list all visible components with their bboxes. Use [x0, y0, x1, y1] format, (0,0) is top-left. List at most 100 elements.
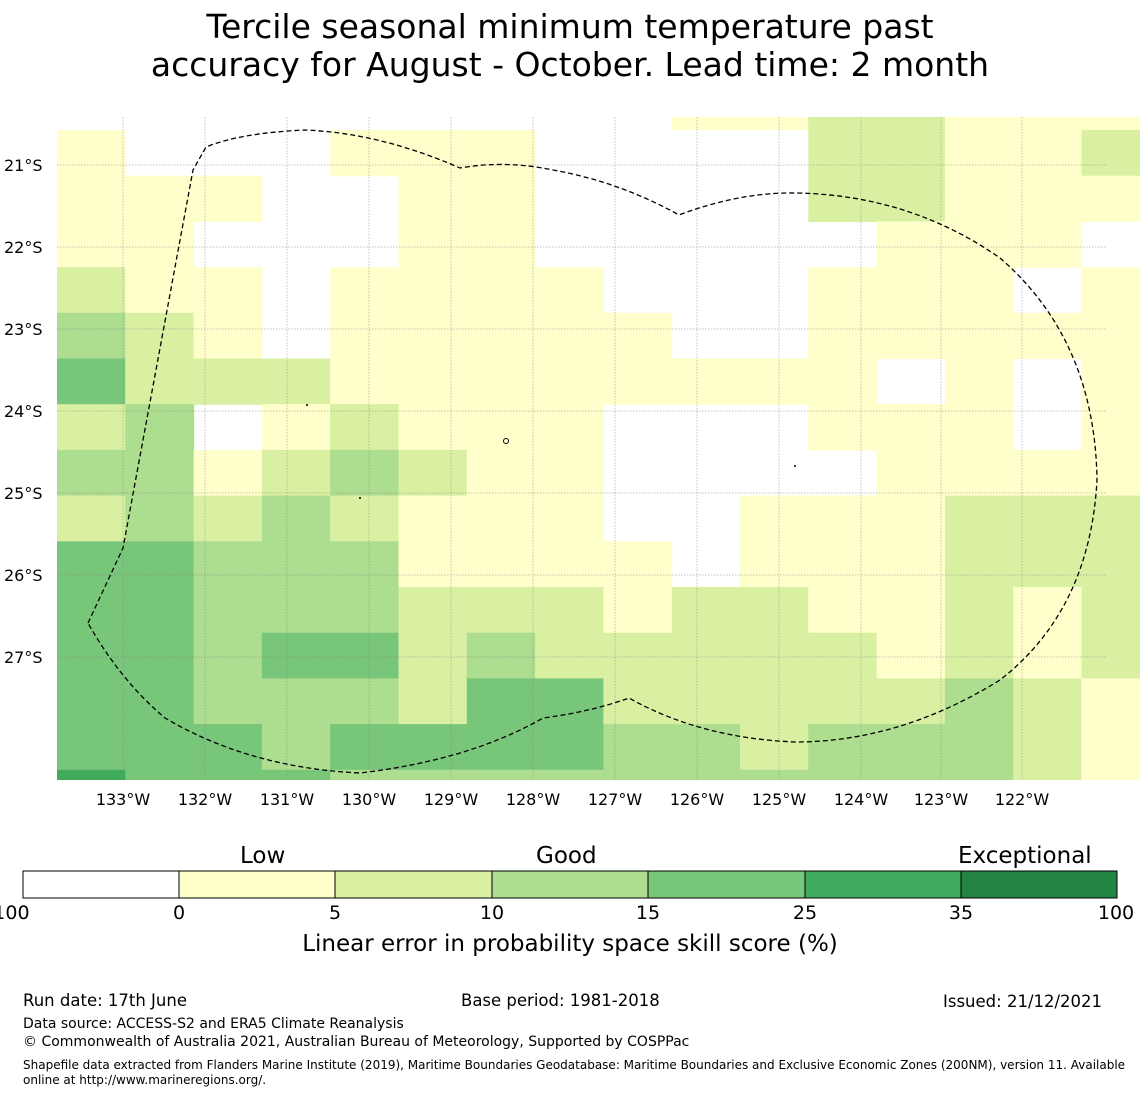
skill-cell	[535, 404, 604, 451]
skill-cell	[603, 587, 673, 634]
skill-cell	[57, 404, 126, 451]
skill-cell	[1081, 678, 1140, 725]
skill-cell	[944, 632, 1014, 679]
skill-cell	[261, 495, 331, 542]
colorbar-swatch	[179, 871, 335, 898]
colorbar-swatch	[648, 871, 805, 898]
skill-cell	[740, 587, 809, 634]
skill-cell	[57, 130, 126, 177]
skill-cell	[603, 632, 673, 679]
skill-cell	[193, 678, 263, 725]
skill-cell	[535, 587, 604, 634]
longitude-label: 122°W	[995, 790, 1050, 809]
skill-cell	[398, 267, 468, 314]
skill-cell	[876, 632, 946, 679]
skill-cell	[125, 724, 195, 771]
skill-cell	[740, 541, 809, 588]
skill-cell	[944, 541, 1014, 588]
skill-cell	[1013, 449, 1083, 497]
skill-cell	[944, 404, 1014, 451]
skill-cell	[944, 587, 1014, 634]
skill-cell	[535, 769, 604, 780]
skill-cell	[193, 312, 263, 360]
skill-cell	[466, 769, 536, 780]
skill-cell	[740, 724, 809, 771]
skill-cell	[261, 404, 331, 451]
skill-cell	[944, 449, 1014, 497]
longitude-label: 128°W	[506, 790, 561, 809]
skill-cell	[330, 404, 400, 451]
skill-cell	[876, 175, 946, 222]
longitude-label: 127°W	[588, 790, 643, 809]
skill-cell	[57, 312, 126, 360]
skill-cell	[740, 769, 809, 780]
skill-cell	[1081, 175, 1140, 222]
skill-cell	[57, 541, 126, 588]
longitude-label: 124°W	[834, 790, 889, 809]
skill-cell	[1081, 130, 1140, 177]
skill-cell	[466, 221, 536, 268]
skill-cell	[876, 678, 946, 725]
skill-cell	[808, 769, 878, 780]
latitude-label: 21°S	[4, 156, 43, 175]
skill-cell	[466, 175, 536, 222]
skill-cell	[671, 724, 741, 771]
skill-cell	[944, 724, 1014, 771]
skill-cell	[466, 312, 536, 360]
chart-title-line-1: Tercile seasonal minimum temperature pas…	[206, 7, 934, 46]
skill-cell	[125, 358, 195, 405]
skill-cell	[1013, 541, 1083, 588]
colorbar-tick: 10	[479, 902, 505, 924]
issued-date: Issued: 21/12/2021	[943, 992, 1103, 1011]
skill-cell	[1081, 587, 1140, 634]
latitude-labels: 21°S 22°S 23°S 24°S 25°S 26°S 27°S	[4, 156, 43, 667]
skill-cell	[1081, 404, 1140, 451]
skill-cell	[808, 724, 878, 771]
longitude-label: 133°W	[96, 790, 151, 809]
longitude-label: 130°W	[342, 790, 397, 809]
skill-cell	[57, 632, 126, 679]
skill-cell	[125, 221, 195, 268]
skill-cell	[876, 312, 946, 360]
skill-cell	[671, 117, 741, 130]
skill-cell	[398, 587, 468, 634]
skill-cell	[261, 769, 331, 780]
skill-cell	[125, 404, 195, 451]
skill-cell	[740, 495, 809, 542]
skill-cell	[193, 175, 263, 222]
skill-cell	[740, 358, 809, 405]
copyright: © Commonwealth of Australia 2021, Austra…	[23, 1034, 690, 1050]
skill-cell	[876, 130, 946, 177]
data-source: Data source: ACCESS-S2 and ERA5 Climate …	[23, 1016, 404, 1032]
skill-cell	[603, 724, 673, 771]
skill-cell	[808, 358, 878, 405]
skill-cell	[398, 312, 468, 360]
skill-cell	[876, 221, 946, 268]
skill-cell	[535, 724, 604, 771]
skill-cell	[398, 724, 468, 771]
colorbar-swatch	[961, 871, 1117, 898]
latitude-label: 24°S	[4, 402, 43, 421]
skill-cell	[876, 495, 946, 542]
skill-cell	[535, 632, 604, 679]
skill-cell	[1081, 449, 1140, 497]
skill-cell	[466, 632, 536, 679]
skill-cell	[808, 632, 878, 679]
skill-cell	[330, 541, 400, 588]
skill-cell	[535, 267, 604, 314]
skill-cell	[398, 632, 468, 679]
skill-cell	[466, 267, 536, 314]
skill-cell	[330, 358, 400, 405]
skill-cell	[125, 449, 195, 497]
longitude-label: 132°W	[178, 790, 233, 809]
skill-cell	[466, 449, 536, 497]
skill-cell	[808, 541, 878, 588]
skill-cell	[261, 449, 331, 497]
skill-cell	[57, 769, 126, 780]
colorbar-tick: 25	[792, 902, 818, 924]
skill-cell	[603, 358, 673, 405]
islands	[306, 404, 796, 499]
colorbar-swatch	[492, 871, 648, 898]
skill-cell	[876, 587, 946, 634]
skill-cell	[466, 724, 536, 771]
